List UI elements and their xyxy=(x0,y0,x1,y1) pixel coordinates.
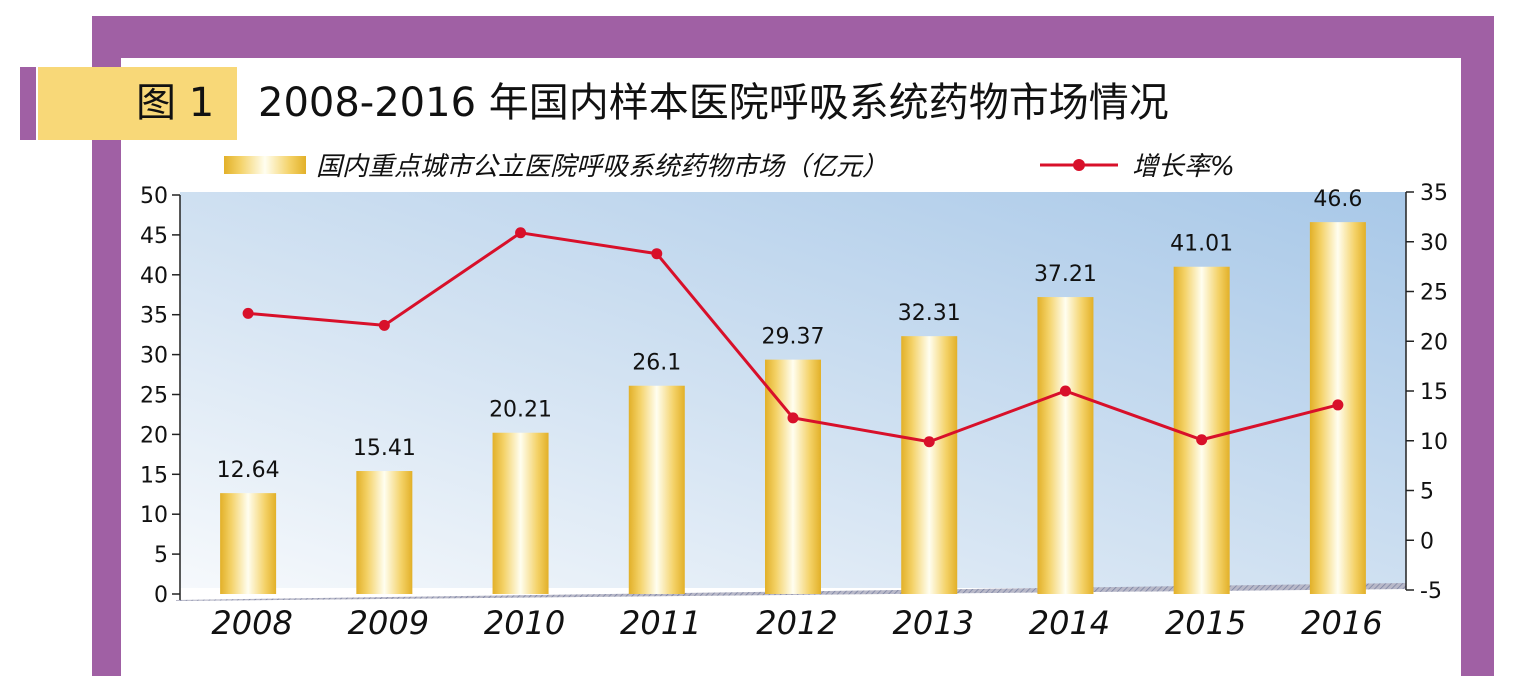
left-tick-label: 10 xyxy=(140,503,168,528)
bar xyxy=(1037,297,1094,594)
left-tick-label: 0 xyxy=(154,583,168,608)
right-tick-label: -5 xyxy=(1420,579,1442,604)
bar-value-label: 15.41 xyxy=(353,436,416,461)
left-tick-label: 15 xyxy=(140,463,168,488)
growth-rate-point xyxy=(787,412,799,424)
category-label: 2016 xyxy=(1301,604,1382,642)
category-label: 2008 xyxy=(211,604,292,642)
growth-rate-point xyxy=(378,319,390,331)
category-label: 2015 xyxy=(1165,604,1246,642)
legend-bar-swatch xyxy=(224,156,306,174)
legend-line-label: 增长率% xyxy=(1132,152,1235,182)
bar xyxy=(628,385,685,594)
left-tick-label: 35 xyxy=(140,304,168,329)
bar xyxy=(492,432,549,594)
right-tick-label: 5 xyxy=(1420,480,1434,505)
legend-bar-label: 国内重点城市公立医院呼吸系统药物市场（亿元） xyxy=(316,152,888,182)
right-tick-label: 35 xyxy=(1420,181,1448,206)
bar-value-label: 26.1 xyxy=(632,351,681,376)
bar xyxy=(1173,266,1230,594)
left-tick-label: 50 xyxy=(140,184,168,209)
bar-value-label: 37.21 xyxy=(1034,262,1097,287)
growth-rate-point xyxy=(515,227,527,239)
left-tick-label: 25 xyxy=(140,384,168,409)
right-tick-label: 30 xyxy=(1420,231,1448,256)
right-tick-label: 20 xyxy=(1420,330,1448,355)
left-tick-label: 45 xyxy=(140,224,168,249)
left-tick-label: 30 xyxy=(140,344,168,369)
growth-rate-point xyxy=(1196,434,1208,446)
bar xyxy=(901,336,958,594)
growth-rate-point xyxy=(651,248,663,260)
figure-tag-accent xyxy=(20,67,36,140)
right-tick-label: 0 xyxy=(1420,529,1434,554)
growth-rate-point xyxy=(1332,399,1344,411)
left-tick-label: 5 xyxy=(154,543,168,568)
figure-tag xyxy=(38,67,237,140)
chart-title: 2008-2016 年国内样本医院呼吸系统药物市场情况 xyxy=(258,80,1169,126)
right-tick-label: 25 xyxy=(1420,281,1448,306)
growth-rate-point xyxy=(1059,385,1071,397)
bar-value-label: 20.21 xyxy=(489,398,552,423)
category-label: 2011 xyxy=(620,604,701,642)
category-label: 2010 xyxy=(484,604,565,642)
right-tick-label: 10 xyxy=(1420,430,1448,455)
growth-rate-point xyxy=(242,307,254,319)
category-label: 2012 xyxy=(756,604,837,642)
growth-rate-point xyxy=(923,436,935,448)
bar-value-label: 12.64 xyxy=(217,458,280,483)
category-label: 2014 xyxy=(1029,604,1110,642)
combo-chart: 0 5 10 15 20 25 30 35 40 45 50 -5 0 5 10 15 20 25 30 35 12.… xyxy=(140,152,1448,642)
bar-value-label: 29.37 xyxy=(762,325,825,350)
bar-value-label: 46.6 xyxy=(1313,187,1362,212)
left-tick-label: 20 xyxy=(140,423,168,448)
left-tick-label: 40 xyxy=(140,264,168,289)
figure-label: 图 1 xyxy=(136,80,215,126)
legend-line-marker xyxy=(1073,159,1085,171)
bar xyxy=(765,359,821,594)
right-tick-label: 15 xyxy=(1420,380,1448,405)
bar xyxy=(220,493,277,594)
bar xyxy=(356,471,413,594)
category-label: 2009 xyxy=(348,604,429,642)
category-label: 2013 xyxy=(893,604,974,642)
bar-value-label: 32.31 xyxy=(898,301,961,326)
bar-value-label: 41.01 xyxy=(1170,232,1233,257)
